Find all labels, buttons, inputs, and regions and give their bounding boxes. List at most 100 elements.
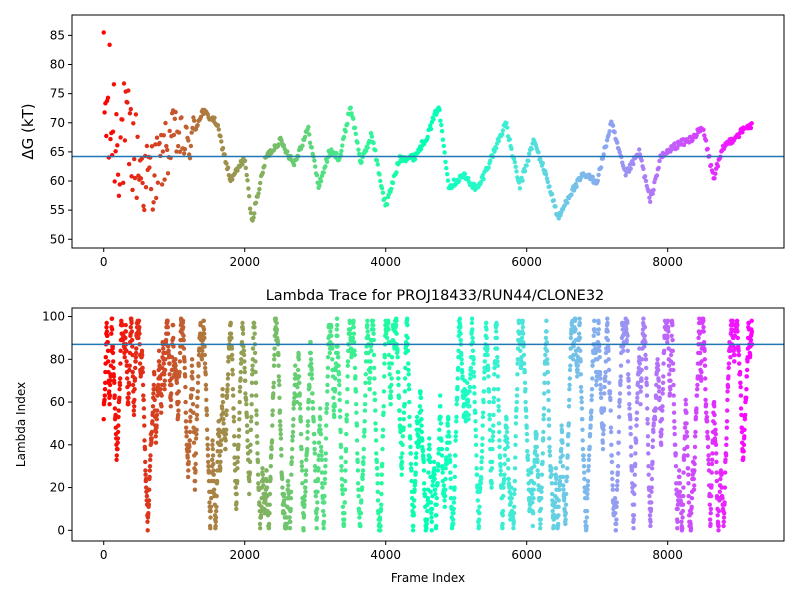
lambda-point (316, 440, 322, 445)
lambda-point (701, 329, 706, 334)
lambda-point (705, 436, 711, 441)
lambda-point (725, 408, 730, 413)
lambda-point (325, 365, 331, 371)
lambda-point (389, 382, 394, 388)
dg-point (126, 161, 132, 167)
dg-point (153, 142, 158, 147)
lambda-point (724, 436, 729, 441)
lambda-point (210, 457, 215, 462)
y-tick-label: 55 (50, 203, 65, 217)
lambda-point (232, 455, 237, 460)
lambda-point (277, 408, 283, 413)
lambda-title: Lambda Trace for PROJ18433/RUN44/CLONE32 (266, 288, 605, 304)
lambda-point (444, 461, 449, 467)
lambda-point (626, 384, 631, 390)
dg-point (141, 203, 146, 209)
dg-point (133, 112, 139, 117)
lambda-point (382, 355, 387, 360)
lambda-point (146, 511, 151, 516)
lambda-point (470, 340, 475, 345)
dg-point (390, 180, 396, 186)
lambda-point (305, 429, 310, 435)
lambda-point (535, 459, 540, 465)
lambda-point (697, 350, 703, 356)
lambda-point (471, 369, 476, 375)
dg-point (110, 129, 116, 134)
lambda-point (655, 363, 661, 368)
lambda-point (547, 453, 553, 458)
dg-point (551, 198, 556, 203)
lambda-point (355, 468, 361, 473)
lambda-point (177, 350, 183, 356)
lambda-point (158, 387, 163, 392)
lambda-point (340, 504, 346, 509)
lambda-point (290, 438, 295, 443)
lambda-point (267, 491, 273, 497)
lambda-point (470, 348, 476, 353)
lambda-point (565, 453, 570, 458)
lambda-point (473, 434, 479, 439)
lambda-point (420, 449, 426, 454)
dg-point (610, 123, 616, 128)
lambda-point (387, 365, 392, 371)
lambda-point (258, 526, 263, 531)
lambda-point (487, 399, 492, 405)
dg-point (340, 143, 345, 148)
lambda-point (506, 476, 511, 482)
lambda-point (107, 389, 112, 394)
lambda-point (500, 521, 505, 527)
lambda-point (329, 346, 335, 351)
lambda-point (395, 355, 400, 360)
lambda-point (264, 468, 269, 473)
dg-point (702, 133, 707, 138)
dg-point (382, 196, 387, 201)
lambda-point (737, 369, 743, 375)
dg-point (138, 176, 144, 181)
lambda-point (337, 397, 342, 403)
lambda-point (724, 442, 729, 447)
lambda-point (353, 389, 359, 394)
lambda-point (681, 485, 686, 490)
lambda-point (436, 451, 441, 456)
lambda-point (706, 453, 711, 458)
lambda-point (583, 519, 588, 524)
lambda-point (522, 380, 528, 385)
lambda-point (522, 361, 527, 366)
dg-point (184, 125, 189, 130)
lambda-point (643, 340, 648, 345)
lambda-point (194, 412, 200, 418)
lambda-point (477, 511, 482, 516)
lambda-point (582, 470, 587, 475)
lambda-point (484, 335, 489, 341)
lambda-point (363, 380, 368, 385)
dg-point (189, 130, 194, 135)
lambda-point (605, 316, 610, 321)
lambda-point (577, 320, 582, 326)
lambda-point (625, 348, 630, 353)
lambda-point (530, 491, 535, 497)
lambda-point (375, 481, 380, 486)
lambda-point (608, 397, 613, 403)
lambda-point (109, 316, 115, 321)
lambda-point (205, 446, 210, 452)
dg-point (245, 178, 250, 183)
lambda-point (210, 442, 215, 447)
dg-point (118, 135, 123, 140)
lambda-point (578, 384, 584, 390)
lambda-point (721, 523, 726, 529)
lambda-point (556, 521, 561, 527)
lambda-point (616, 451, 621, 456)
lambda-point (586, 464, 591, 469)
dg-point (642, 174, 648, 179)
lambda-point (448, 470, 453, 475)
lambda-point (266, 521, 272, 527)
lambda-point (188, 414, 193, 420)
dg-point (177, 149, 183, 154)
lambda-point (708, 493, 714, 499)
y-tick-label: 50 (50, 232, 65, 246)
lambda-axes-frame (71, 307, 785, 542)
lambda-point (338, 429, 343, 435)
lambda-point (692, 468, 697, 473)
lambda-point (737, 361, 742, 366)
dg-point (159, 182, 165, 187)
